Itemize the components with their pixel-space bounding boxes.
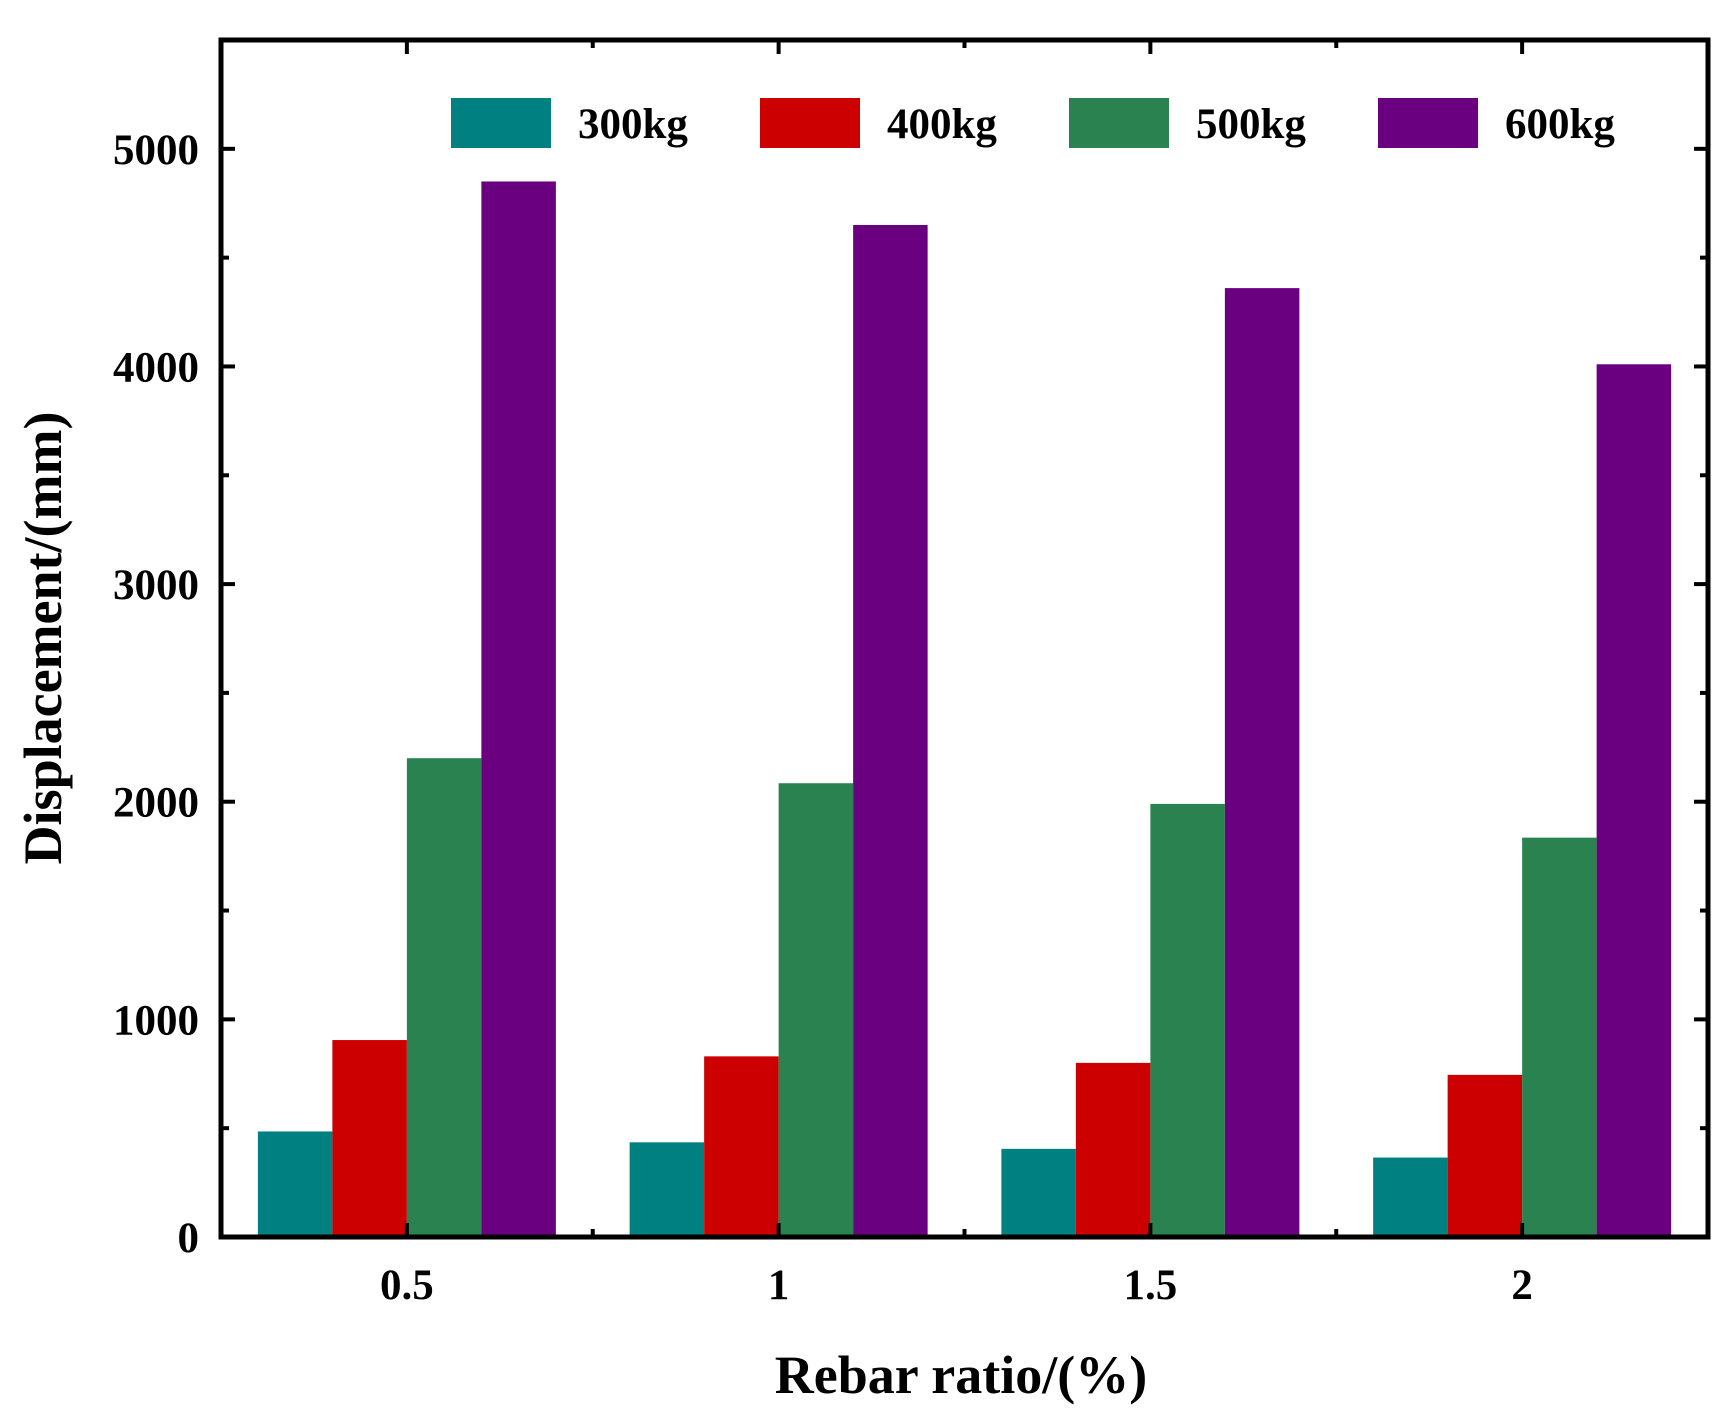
ticks-layer: 0 1000 2000 3000 4000 5000 0.5 1 1.5 2 [113, 40, 1708, 1309]
bar-500kg-0.5 [406, 758, 482, 1237]
bar-400kg-1.5 [1075, 1062, 1151, 1237]
x-tick-label: 1 [768, 1262, 790, 1309]
x-tick-label: 1.5 [1124, 1262, 1178, 1309]
legend-label-400kg: 400kg [887, 101, 997, 148]
y-tick-label: 5000 [113, 127, 199, 174]
y-tick-label: 4000 [113, 344, 199, 391]
y-tick-label: 2000 [113, 780, 199, 827]
legend: 300kg 400kg 500kg 600kg [451, 98, 1615, 148]
bar-600kg-1 [853, 224, 928, 1238]
x-axis-title: Rebar ratio/(%) [775, 1345, 1147, 1405]
bars-layer [257, 181, 1672, 1238]
legend-swatch-400kg [760, 98, 860, 148]
bar-500kg-2 [1522, 837, 1597, 1237]
x-tick-label: 2 [1511, 1262, 1533, 1309]
legend-swatch-500kg [1069, 98, 1169, 148]
y-tick-label: 3000 [113, 562, 199, 609]
bar-600kg-1.5 [1224, 288, 1300, 1237]
bar-600kg-2 [1596, 364, 1672, 1237]
y-tick-label: 0 [178, 1215, 200, 1262]
legend-swatch-600kg [1378, 98, 1478, 148]
legend-label-600kg: 600kg [1505, 101, 1615, 148]
bar-300kg-1.5 [1001, 1148, 1076, 1237]
legend-label-500kg: 500kg [1196, 101, 1306, 148]
bar-400kg-0.5 [332, 1040, 407, 1237]
bar-300kg-2 [1373, 1157, 1448, 1237]
plot-frame [218, 37, 1711, 1240]
legend-swatch-300kg [451, 98, 551, 148]
bar-500kg-1.5 [1150, 803, 1225, 1237]
bar-400kg-1 [704, 1056, 779, 1237]
y-axis-title: Displacement/(mm) [13, 412, 73, 865]
legend-label-300kg: 300kg [578, 101, 688, 148]
bar-400kg-2 [1447, 1074, 1523, 1237]
bar-300kg-1 [629, 1142, 705, 1237]
x-tick-label: 0.5 [380, 1262, 434, 1309]
y-tick-label: 1000 [113, 997, 199, 1044]
bar-500kg-1 [778, 783, 854, 1237]
bar-300kg-0.5 [257, 1131, 333, 1237]
bar-600kg-0.5 [481, 181, 556, 1238]
